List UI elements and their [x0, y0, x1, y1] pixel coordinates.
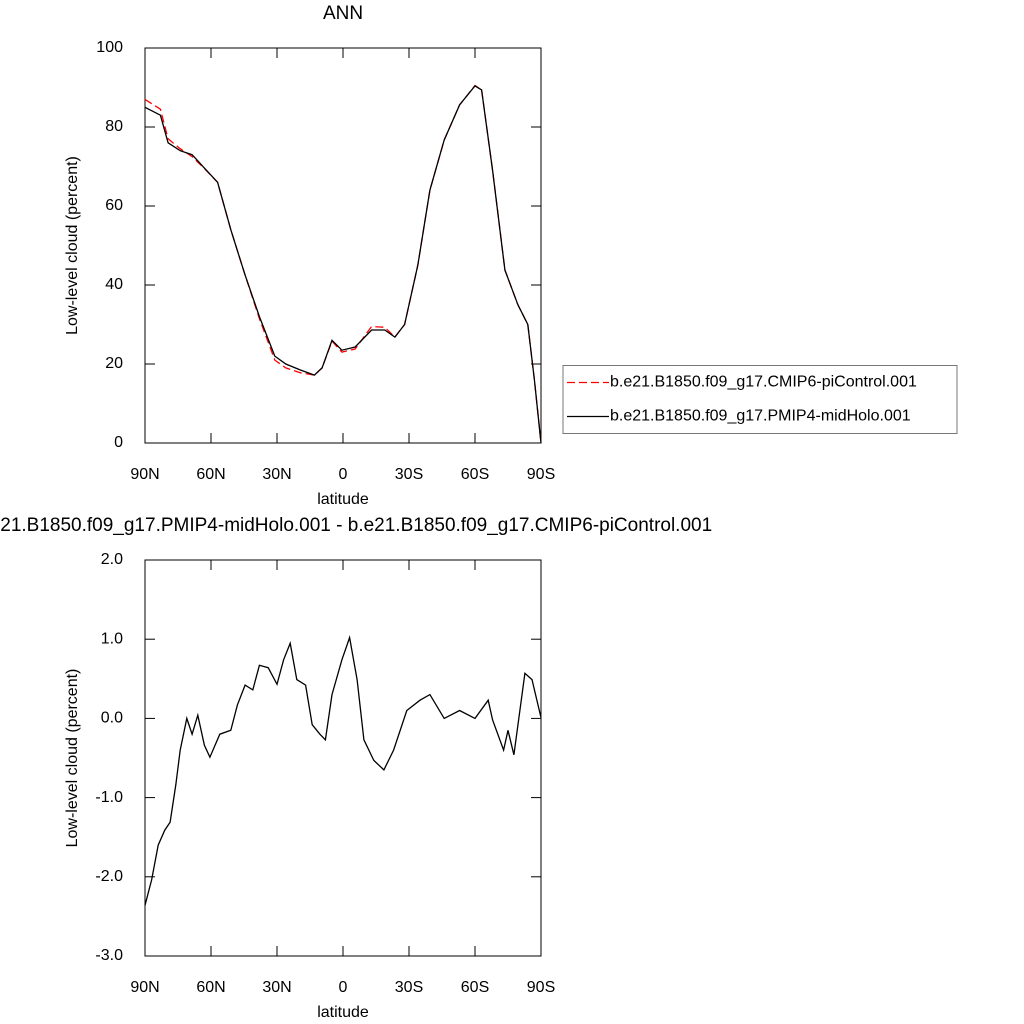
- data-line: [144, 84, 542, 444]
- y-tick-label: 0.0: [101, 710, 123, 727]
- x-tick-label: 60N: [196, 979, 225, 996]
- plot-frame: [144, 47, 542, 444]
- y-axis-label: Low-level cloud (percent): [64, 669, 81, 848]
- x-axis-label: latitude: [317, 491, 369, 508]
- plot-frame: [144, 559, 542, 957]
- chart-title: ANN: [323, 3, 363, 24]
- y-tick-label: 0: [114, 434, 123, 451]
- chart-title: b.e21.B1850.f09_g17.PMIP4-midHolo.001 - …: [0, 515, 712, 536]
- legend-box: [562, 365, 958, 434]
- x-tick-label: 60S: [461, 979, 489, 996]
- y-tick-label: 80: [105, 118, 123, 135]
- y-tick-label: 2.0: [101, 551, 123, 568]
- y-tick-label: 60: [105, 197, 123, 214]
- y-tick-label: -3.0: [95, 947, 123, 964]
- data-line: [144, 85, 542, 444]
- x-axis-label: latitude: [317, 1004, 369, 1021]
- y-tick-label: 1.0: [101, 630, 123, 647]
- x-tick-label: 0: [339, 466, 348, 483]
- x-tick-label: 90N: [130, 979, 159, 996]
- x-tick-label: 60S: [461, 466, 489, 483]
- x-tick-label: 30N: [262, 979, 291, 996]
- y-tick-label: 40: [105, 276, 123, 293]
- x-tick-label: 30N: [262, 466, 291, 483]
- y-tick-label: 100: [96, 39, 123, 56]
- y-tick-label: -1.0: [95, 789, 123, 806]
- x-tick-label: 30S: [395, 466, 423, 483]
- y-axis-label: Low-level cloud (percent): [64, 156, 81, 335]
- x-tick-label: 90S: [527, 466, 555, 483]
- x-tick-label: 90N: [130, 466, 159, 483]
- legend-label: b.e21.B1850.f09_g17.PMIP4-midHolo.001: [610, 408, 911, 425]
- legend-label: b.e21.B1850.f09_g17.CMIP6-piControl.001: [610, 374, 917, 391]
- x-tick-label: 90S: [527, 979, 555, 996]
- y-tick-label: 20: [105, 355, 123, 372]
- y-tick-label: -2.0: [95, 868, 123, 885]
- data-line: [144, 635, 542, 906]
- x-tick-label: 30S: [395, 979, 423, 996]
- x-tick-label: 60N: [196, 466, 225, 483]
- x-tick-label: 0: [339, 979, 348, 996]
